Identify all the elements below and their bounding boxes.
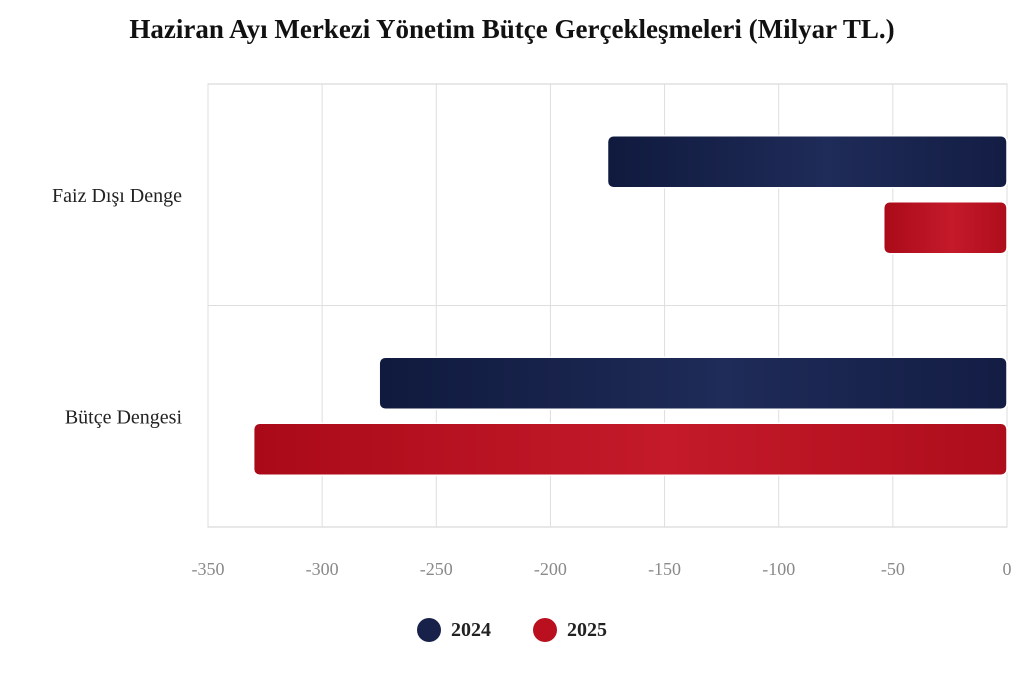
legend-label-2025: 2025	[567, 618, 607, 641]
bar-2025	[252, 422, 1008, 476]
x-tick-label: -300	[306, 559, 339, 579]
bar-2025	[882, 201, 1008, 255]
x-tick-label: 0	[1003, 559, 1012, 579]
legend-item-2025[interactable]: 2025	[533, 618, 607, 642]
plot-area: -350 -300 -250 -200 -150 -100 -50 0 Faiz Dışı De…	[52, 83, 1012, 579]
x-tick-label: -200	[534, 559, 567, 579]
x-tick-label: -250	[420, 559, 453, 579]
legend-item-2024[interactable]: 2024	[417, 618, 491, 642]
bar-2024	[606, 135, 1008, 189]
legend-swatch-2024	[417, 618, 441, 642]
legend-label-2024: 2024	[451, 618, 491, 641]
chart-title: Haziran Ayı Merkezi Yönetim Bütçe Gerçek…	[129, 14, 895, 44]
x-tick-label: -350	[192, 559, 225, 579]
category-label: Bütçe Dengesi	[65, 406, 183, 428]
x-tick-label: -150	[648, 559, 681, 579]
legend-swatch-2025	[533, 618, 557, 642]
x-tick-label: -100	[762, 559, 795, 579]
bar-2024	[378, 356, 1008, 410]
x-tick-label: -50	[881, 559, 905, 579]
category-label: Faiz Dışı Denge	[52, 185, 182, 207]
legend: 2024 2025	[0, 618, 1024, 642]
